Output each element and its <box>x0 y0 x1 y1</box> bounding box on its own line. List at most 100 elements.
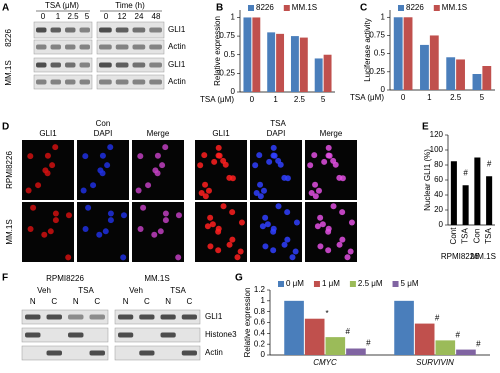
band <box>46 350 62 356</box>
bar <box>474 157 481 225</box>
cell <box>326 152 333 159</box>
x-tick-label: SURVIVIN <box>416 358 454 367</box>
significance: # <box>366 339 371 348</box>
band-label: Actin <box>205 348 223 357</box>
channel-label: Merge <box>147 129 170 138</box>
legend-swatch <box>313 281 320 287</box>
significance: # <box>476 340 481 349</box>
micrograph <box>305 140 357 200</box>
cell <box>348 219 355 226</box>
cell <box>107 217 114 224</box>
blot <box>33 39 93 55</box>
x-tick-label: 2.5 <box>294 95 306 104</box>
legend-label: 0 μM <box>286 279 304 288</box>
legend-label: 1 μM <box>322 279 340 288</box>
band <box>50 62 61 68</box>
cell <box>201 152 208 159</box>
cell <box>312 181 319 188</box>
y-tick-label: 100 <box>430 145 444 154</box>
blot <box>96 21 165 39</box>
bar <box>290 36 299 92</box>
cell <box>220 203 227 210</box>
group-label: RPMI8226 <box>441 252 479 261</box>
band <box>99 79 112 85</box>
band <box>115 27 129 33</box>
cell <box>52 144 59 151</box>
time-label: Time (h) <box>115 1 145 10</box>
band <box>160 332 176 338</box>
panel-letter: G <box>235 273 243 284</box>
cell <box>80 187 87 194</box>
band <box>139 314 155 320</box>
cell <box>140 204 147 211</box>
y-tick-label: 0 <box>231 87 236 96</box>
y-tick-label: 1 <box>231 13 236 22</box>
cell <box>264 221 271 228</box>
cell <box>65 254 72 261</box>
y-tick-label: 0.75 <box>219 31 235 40</box>
y-axis-label: Luciferase activity <box>363 18 372 82</box>
band-label: GLI1 <box>205 312 223 321</box>
cell <box>253 190 260 197</box>
band <box>89 314 105 320</box>
cell <box>96 231 103 238</box>
legend-swatch <box>248 5 254 11</box>
blot <box>33 21 93 39</box>
cell <box>41 231 48 238</box>
cell <box>266 158 273 165</box>
fraction: C <box>51 297 57 306</box>
cell <box>145 182 152 189</box>
cell <box>97 167 104 174</box>
cell <box>281 241 288 248</box>
cell <box>315 187 322 194</box>
cell-line: MM.1S <box>4 60 13 85</box>
significance: # <box>487 159 492 168</box>
bar <box>393 17 403 90</box>
time: 24 <box>135 12 144 21</box>
bar <box>323 54 332 92</box>
legend-label: 8226 <box>406 3 424 12</box>
band <box>36 62 47 68</box>
cell <box>347 248 354 255</box>
cell <box>339 209 346 216</box>
x-tick-label: 0 <box>250 95 255 104</box>
treatment: TSA <box>78 286 94 295</box>
cell <box>284 236 291 243</box>
cell <box>257 181 264 188</box>
band <box>99 62 112 68</box>
legend-swatch <box>349 281 356 287</box>
cell <box>325 247 332 254</box>
cell <box>260 187 267 194</box>
band <box>115 44 129 50</box>
cell-line: RPMI8226 <box>46 274 84 283</box>
cell <box>293 219 300 226</box>
cell <box>205 187 212 194</box>
dose: 1 <box>56 12 61 21</box>
band <box>132 27 146 33</box>
bar <box>403 17 413 90</box>
band <box>132 79 146 85</box>
cell <box>82 153 89 160</box>
y-tick-label: 0.5 <box>374 49 386 58</box>
cell <box>271 152 278 159</box>
bar <box>414 323 435 355</box>
cell <box>175 254 182 261</box>
band <box>89 350 105 356</box>
panel-letter: B <box>216 3 223 14</box>
cell <box>317 214 324 221</box>
cell <box>307 162 314 169</box>
x-tick-label: 5 <box>480 93 485 102</box>
dose: 0 <box>41 12 46 21</box>
legend-label: 2.5 μM <box>358 279 383 288</box>
panel-letter: D <box>2 122 9 133</box>
legend-swatch <box>278 281 284 287</box>
y-tick-label: 0.25 <box>219 68 235 77</box>
cell <box>197 162 204 169</box>
bar <box>267 32 276 92</box>
x-axis-label: TSA (μM) <box>350 93 384 102</box>
band <box>68 332 84 338</box>
y-tick-label: 80 <box>434 160 443 169</box>
legend-label: 5 μM <box>401 279 419 288</box>
blot <box>96 74 165 90</box>
